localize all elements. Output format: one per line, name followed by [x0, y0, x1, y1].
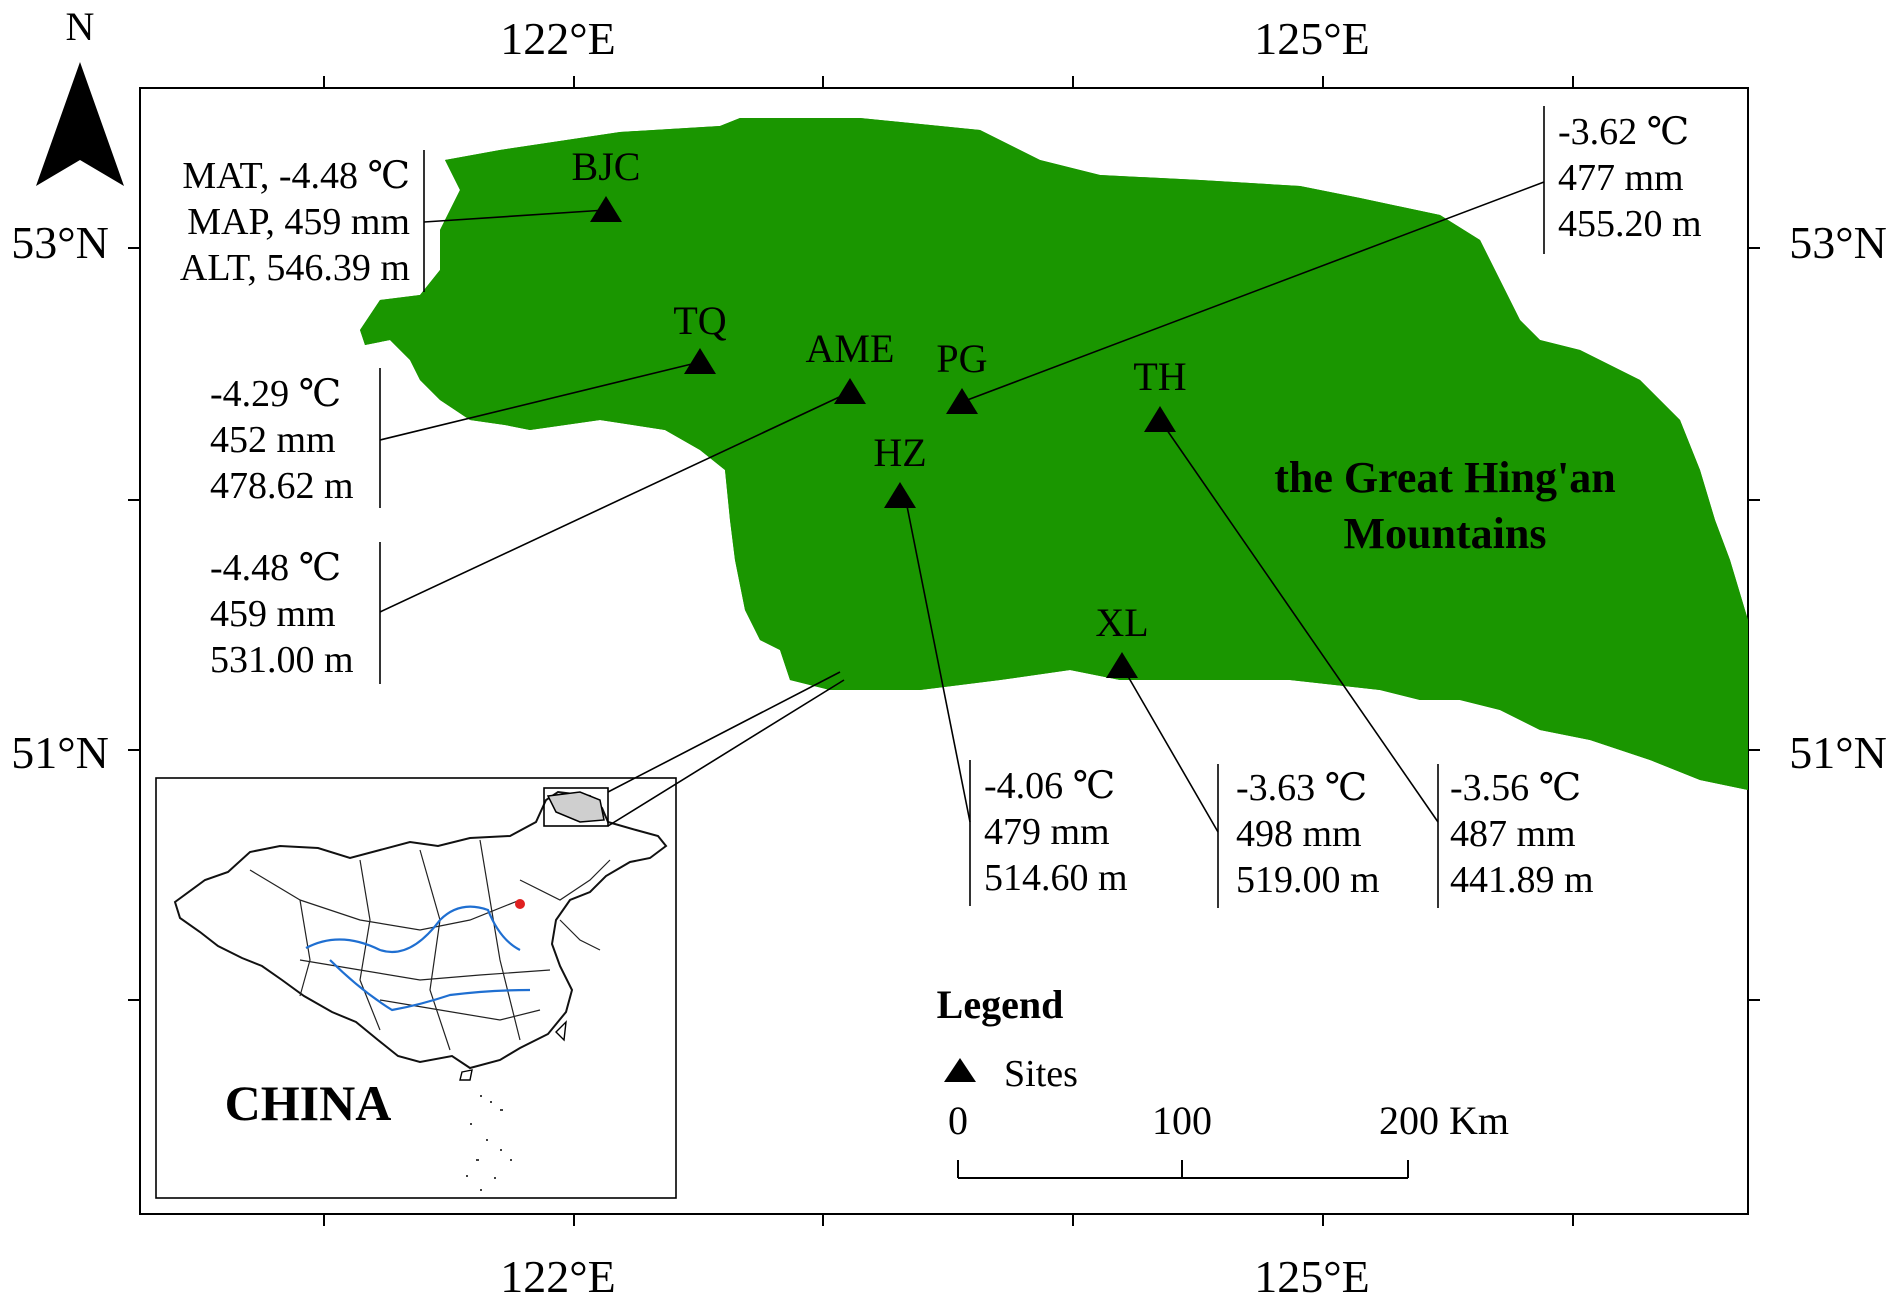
- svg-text:459 mm: 459 mm: [210, 593, 336, 635]
- highlight-area: [546, 791, 605, 823]
- lon-label-top-122: 122°E: [500, 13, 616, 64]
- site-info-th: -3.56 ℃ 487 mm 441.89 m: [1450, 767, 1594, 901]
- site-marker-tq: [684, 348, 716, 374]
- info-brackets: [379, 106, 1545, 908]
- svg-text:-4.06 ℃: -4.06 ℃: [984, 765, 1115, 807]
- svg-text:478.62 m: 478.62 m: [210, 465, 354, 507]
- site-info-pg: -3.62 ℃ 477 mm 455.20 m: [1558, 111, 1702, 245]
- lat-label-left-53: 53°N: [11, 217, 109, 268]
- scale-bar: 0 100 200 Km: [948, 1098, 1509, 1179]
- legend-site-icon: [944, 1058, 976, 1082]
- site-label-hz: HZ: [873, 430, 926, 475]
- lat-label-right-51: 51°N: [1789, 727, 1887, 778]
- site-info-ame: -4.48 ℃ 459 mm 531.00 m: [210, 547, 354, 681]
- svg-text:514.60 m: 514.60 m: [984, 857, 1128, 899]
- scale-label-100: 100: [1152, 1098, 1212, 1143]
- svg-text:479 mm: 479 mm: [984, 811, 1110, 853]
- site-marker-ame: [834, 378, 866, 404]
- legend-item-sites: Sites: [1004, 1053, 1078, 1095]
- north-arrow: N: [36, 4, 124, 186]
- site-label-ame: AME: [806, 326, 895, 371]
- svg-text:477 mm: 477 mm: [1558, 157, 1684, 199]
- region-title-line2: Mountains: [1344, 509, 1547, 558]
- svg-text:487 mm: 487 mm: [1450, 813, 1576, 855]
- frame-ticks: [128, 76, 1760, 1226]
- site-marker-hz: [884, 482, 916, 508]
- rivers: [305, 905, 531, 1012]
- islands: [459, 1020, 567, 1191]
- leader-lines: [379, 181, 1545, 833]
- north-arrow-icon: [36, 62, 124, 186]
- legend-title: Legend: [937, 982, 1064, 1027]
- site-markers: [590, 196, 1176, 678]
- svg-text:455.20 m: 455.20 m: [1558, 203, 1702, 245]
- china-inset: CHINA: [155, 777, 677, 1199]
- legend: Legend Sites: [937, 982, 1078, 1095]
- forest-region: [360, 118, 1748, 790]
- svg-text:ALT, 546.39 m: ALT, 546.39 m: [180, 247, 410, 289]
- site-marker-bjc: [590, 196, 622, 222]
- svg-text:498 mm: 498 mm: [1236, 813, 1362, 855]
- svg-text:MAP, 459 mm: MAP, 459 mm: [187, 201, 410, 243]
- lon-label-bottom-122: 122°E: [500, 1251, 616, 1302]
- site-marker-xl: [1106, 652, 1138, 678]
- province-borders: [249, 839, 611, 1051]
- svg-text:-3.63 ℃: -3.63 ℃: [1236, 767, 1367, 809]
- region-title-line1: the Great Hing'an: [1274, 453, 1615, 502]
- site-label-th: TH: [1133, 354, 1186, 399]
- inset-connectors: [607, 671, 845, 827]
- svg-text:452 mm: 452 mm: [210, 419, 336, 461]
- site-info-bjc: MAT, -4.48 ℃ MAP, 459 mm ALT, 546.39 m: [180, 155, 410, 289]
- svg-text:-3.62 ℃: -3.62 ℃: [1558, 111, 1689, 153]
- site-label-pg: PG: [936, 336, 987, 381]
- site-label-xl: XL: [1095, 600, 1148, 645]
- site-label-tq: TQ: [673, 298, 726, 343]
- china-label: CHINA: [225, 1075, 392, 1131]
- svg-text:-4.29 ℃: -4.29 ℃: [210, 373, 341, 415]
- lon-label-bottom-125: 125°E: [1254, 1251, 1370, 1302]
- capital-marker-icon: [515, 899, 525, 909]
- svg-text:-4.48 ℃: -4.48 ℃: [210, 547, 341, 589]
- scale-label-0: 0: [948, 1098, 968, 1143]
- site-label-bjc: BJC: [572, 144, 641, 189]
- lat-label-left-51: 51°N: [11, 727, 109, 778]
- site-marker-th: [1144, 406, 1176, 432]
- site-info-xl: -3.63 ℃ 498 mm 519.00 m: [1236, 767, 1380, 901]
- site-info-tq: -4.29 ℃ 452 mm 478.62 m: [210, 373, 354, 507]
- svg-text:MAT, -4.48 ℃: MAT, -4.48 ℃: [182, 155, 410, 197]
- svg-text:441.89 m: 441.89 m: [1450, 859, 1594, 901]
- study-area-box: [543, 787, 609, 827]
- site-info-hz: -4.06 ℃ 479 mm 514.60 m: [984, 765, 1128, 899]
- svg-text:519.00 m: 519.00 m: [1236, 859, 1380, 901]
- lat-label-right-53: 53°N: [1789, 217, 1887, 268]
- site-marker-pg: [946, 388, 978, 414]
- lon-label-top-125: 125°E: [1254, 13, 1370, 64]
- scale-label-200: 200 Km: [1379, 1098, 1509, 1143]
- north-label: N: [66, 4, 95, 49]
- svg-text:531.00 m: 531.00 m: [210, 639, 354, 681]
- svg-text:-3.56 ℃: -3.56 ℃: [1450, 767, 1581, 809]
